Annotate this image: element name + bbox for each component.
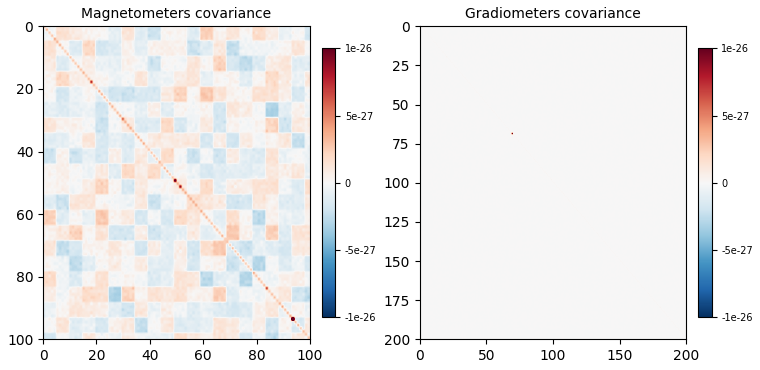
Title: Gradiometers covariance: Gradiometers covariance [465,7,641,21]
Title: Magnetometers covariance: Magnetometers covariance [81,7,271,21]
